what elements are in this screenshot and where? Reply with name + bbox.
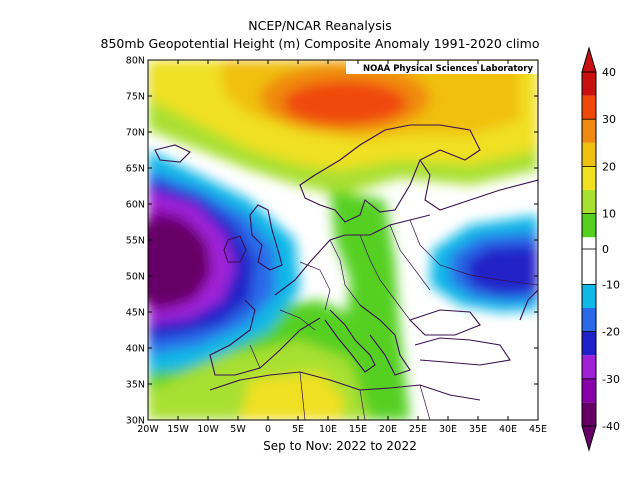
- chart-title: NCEP/NCAR Reanalysis: [248, 18, 392, 33]
- colorbar-tick-label: 20: [602, 160, 616, 173]
- colorbar-tick-label: -10: [602, 278, 620, 291]
- colorbar-segment: [582, 190, 596, 214]
- lon-tick-label: 35E: [469, 424, 487, 435]
- colorbar-segment: [582, 95, 596, 120]
- credit-label: NOAA Physical Sciences Laboratory: [363, 64, 533, 74]
- country-borders: [249, 219, 538, 420]
- axis-ticks: 20W 15W 10W 5W 0 5E 10E 15E 20E 25E 30E 35E 40E 45E 30…: [126, 56, 547, 436]
- colorbar-segment: [582, 378, 596, 403]
- lat-tick-label: 80N: [126, 56, 145, 67]
- colorbar-min-arrow: [581, 425, 597, 452]
- time-range-label: Sep to Nov: 2022 to 2022: [263, 439, 417, 453]
- coastlines: [154, 124, 538, 401]
- colorbar-tick-label: -40: [602, 420, 620, 433]
- lon-tick-label: 5W: [230, 424, 246, 435]
- colorbar-max-arrow: [581, 46, 597, 73]
- colorbar-segment: [582, 308, 596, 332]
- lon-tick-label: 10W: [197, 424, 219, 435]
- lon-tick-label: 20W: [137, 424, 159, 435]
- colorbar-segment: [582, 72, 596, 96]
- lat-tick-label: 65N: [126, 164, 145, 175]
- lon-tick-label: 10E: [319, 424, 337, 435]
- lat-tick-label: 50N: [126, 272, 145, 283]
- colorbar-tick-label: 40: [602, 66, 616, 79]
- lon-tick-label: 15E: [349, 424, 367, 435]
- chart-subtitle: 850mb Geopotential Height (m) Composite …: [100, 36, 540, 51]
- lon-tick-label: 30E: [439, 424, 457, 435]
- lat-tick-label: 35N: [126, 380, 145, 391]
- colorbar-segment: [582, 284, 596, 308]
- colorbar-tick-label: -30: [602, 373, 620, 386]
- colorbar-segment: [582, 166, 596, 190]
- lon-tick-label: 20E: [379, 424, 397, 435]
- lon-tick-label: 5E: [292, 424, 304, 435]
- colorbar-tick-label: -20: [602, 326, 620, 339]
- lon-tick-label: 25E: [409, 424, 427, 435]
- colorbar-segment: [582, 119, 596, 143]
- colorbar-segment: [582, 402, 596, 426]
- colorbar-segment: [582, 260, 596, 285]
- colorbar-tick-label: 0: [602, 243, 609, 256]
- lon-tick-label: 45E: [529, 424, 547, 435]
- lat-tick-label: 60N: [126, 200, 145, 211]
- lon-tick-label: 40E: [499, 424, 517, 435]
- lat-tick-label: 70N: [126, 128, 145, 139]
- lat-tick-label: 75N: [126, 92, 145, 103]
- colorbar-tick-label: 30: [602, 113, 616, 126]
- colorbar-segment: [582, 213, 596, 238]
- lat-tick-label: 40N: [126, 344, 145, 355]
- lon-tick-label: 0: [265, 424, 271, 435]
- colorbar-segment: [582, 142, 596, 167]
- colorbar-segment: [582, 355, 596, 379]
- lat-tick-label: 45N: [126, 308, 145, 319]
- colorbar-tick-label: 10: [602, 208, 616, 221]
- lat-tick-label: 30N: [126, 416, 145, 427]
- colorbar: -40 -30 -20 -10 0 10 20 30 40: [581, 46, 620, 452]
- anomaly-field: [148, 60, 538, 420]
- colorbar-segment: [582, 331, 596, 356]
- credit-box: [346, 61, 537, 74]
- lon-tick-label: 15W: [167, 424, 189, 435]
- lat-tick-label: 55N: [126, 236, 145, 247]
